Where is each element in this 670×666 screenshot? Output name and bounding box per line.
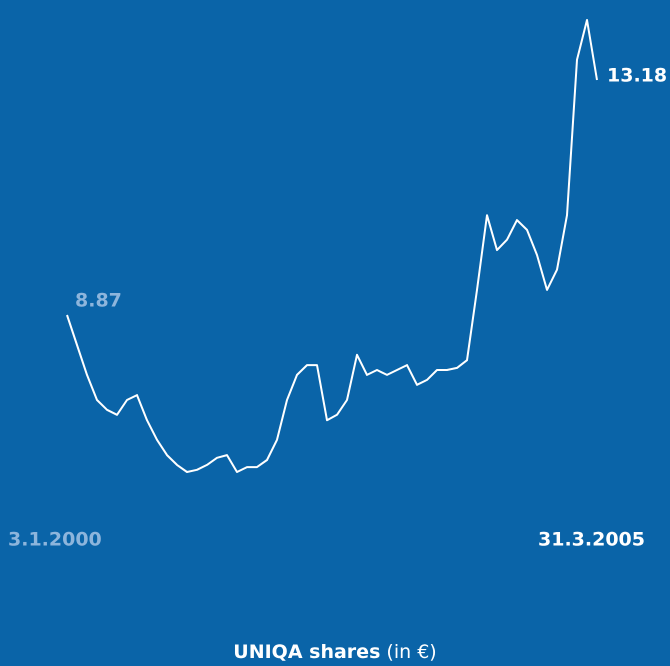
title-main: UNIQA shares xyxy=(233,641,380,663)
start-date: 3.1.2000 xyxy=(8,529,102,551)
chart-title: UNIQA shares (in €) xyxy=(233,641,436,663)
title-unit: (in €) xyxy=(386,641,436,663)
end-value-label: 13.18 xyxy=(607,64,667,86)
price-line xyxy=(66,19,598,473)
end-date: 31.3.2005 xyxy=(538,529,645,551)
start-value-label: 8.87 xyxy=(75,289,122,311)
